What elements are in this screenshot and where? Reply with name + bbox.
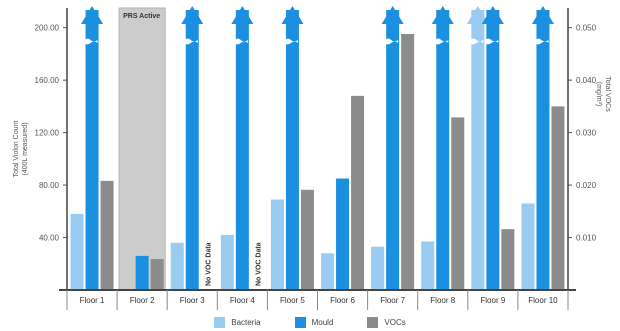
bar-bacteria-floor-6 <box>321 253 335 290</box>
right-axis-subtitle: (mg/m³) <box>595 82 602 107</box>
left-tick-label: 80.00 <box>39 181 60 190</box>
category-label-floor-2: Floor 2 <box>130 296 155 305</box>
bar-mould-floor-9 <box>486 10 500 290</box>
prs-active-label: PRS Active <box>123 13 160 20</box>
overflow-arrow-mould-floor-4 <box>231 6 254 24</box>
bar-mould-floor-8 <box>436 10 450 290</box>
legend-label-mould: Mould <box>311 317 334 327</box>
overflow-arrow-mould-floor-10 <box>531 6 554 24</box>
overflow-break-mould-floor-10 <box>535 38 549 45</box>
bar-bacteria-floor-4 <box>220 234 234 290</box>
bar-bacteria-floor-5 <box>270 199 284 290</box>
right-tick-label: 0.020 <box>576 181 597 190</box>
overflow-break-mould-floor-9 <box>485 38 499 45</box>
category-label-floor-5: Floor 5 <box>280 296 305 305</box>
overflow-arrow-mould-floor-1 <box>81 6 104 24</box>
overflow-arrow-mould-floor-3 <box>181 6 204 24</box>
left-tick-label: 120.00 <box>35 129 60 138</box>
right-tick-label: 0.030 <box>576 129 597 138</box>
left-tick-label: 160.00 <box>35 76 60 85</box>
no-voc-data-label-floor-4: No VOC Data <box>255 242 262 286</box>
legend-item-mould: Mould <box>294 315 334 329</box>
category-label-floor-3: Floor 3 <box>180 296 205 305</box>
left-tick-label: 40.00 <box>39 234 60 243</box>
legend-swatch-vocs <box>367 316 379 328</box>
legend-item-vocs: VOCs <box>367 315 406 329</box>
overflow-arrow-bacteria-floor-9 <box>466 6 489 24</box>
legend-swatch-mould <box>294 316 306 328</box>
bar-bacteria-floor-7 <box>371 246 385 290</box>
category-label-floor-6: Floor 6 <box>330 296 355 305</box>
legend-swatch-bacteria <box>214 316 226 328</box>
overflow-arrow-mould-floor-8 <box>431 6 454 24</box>
overflow-break-mould-floor-8 <box>435 38 449 45</box>
category-label-floor-10: Floor 10 <box>528 296 558 305</box>
overflow-arrow-mould-floor-5 <box>281 6 304 24</box>
legend-item-bacteria: Bacteria <box>214 315 261 329</box>
legend-label-bacteria: Bacteria <box>231 317 261 327</box>
right-tick-label: 0.010 <box>576 234 597 243</box>
bar-mould-floor-5 <box>285 10 299 290</box>
legend: Bacteria Mould VOCs <box>0 315 620 329</box>
overflow-break-bacteria-floor-9 <box>470 38 484 45</box>
bar-mould-floor-4 <box>235 10 249 290</box>
bar-mould-floor-1 <box>85 10 99 290</box>
category-label-floor-8: Floor 8 <box>430 296 455 305</box>
bar-vocs-floor-6 <box>351 95 365 291</box>
overflow-arrow-mould-floor-9 <box>481 6 504 24</box>
overflow-break-mould-floor-4 <box>234 38 248 45</box>
category-label-floor-4: Floor 4 <box>230 296 255 305</box>
bar-mould-floor-10 <box>536 10 550 290</box>
right-tick-label: 0.050 <box>576 24 597 33</box>
category-label-floor-9: Floor 9 <box>480 296 505 305</box>
bar-mould-floor-6 <box>336 178 350 290</box>
overflow-break-mould-floor-5 <box>284 38 298 45</box>
bar-vocs-floor-10 <box>551 106 565 290</box>
left-tick-label: 200.00 <box>35 24 60 33</box>
bar-mould-floor-3 <box>185 10 199 290</box>
left-axis-title: Total Violon Count <box>13 121 20 178</box>
bar-vocs-floor-7 <box>401 33 415 290</box>
bar-bacteria-floor-10 <box>521 203 535 290</box>
right-tick-label: 0.040 <box>576 76 597 85</box>
category-label-floor-7: Floor 7 <box>380 296 405 305</box>
overflow-break-mould-floor-3 <box>184 38 198 45</box>
bar-mould-floor-2 <box>135 255 149 290</box>
overflow-break-mould-floor-1 <box>84 38 98 45</box>
bar-bacteria-floor-9 <box>471 10 485 290</box>
legend-label-vocs: VOCs <box>384 317 406 327</box>
overflow-arrow-mould-floor-7 <box>381 6 404 24</box>
bar-vocs-floor-5 <box>300 189 314 290</box>
bar-vocs-floor-1 <box>100 180 114 290</box>
overflow-break-mould-floor-7 <box>385 38 399 45</box>
category-label-floor-1: Floor 1 <box>80 296 105 305</box>
bar-bacteria-floor-8 <box>421 241 435 290</box>
bar-mould-floor-7 <box>386 10 400 290</box>
prs-active-band <box>118 7 166 291</box>
no-voc-data-label-floor-3: No VOC Data <box>205 242 212 286</box>
bar-vocs-floor-8 <box>451 117 465 290</box>
bar-bacteria-floor-1 <box>70 213 84 290</box>
bar-vocs-floor-9 <box>501 229 515 290</box>
bar-bacteria-floor-3 <box>170 242 184 290</box>
right-axis-title: Total VOCs <box>604 76 611 112</box>
bar-vocs-floor-2 <box>150 259 164 290</box>
left-axis-subtitle: (400L measured) <box>22 122 29 175</box>
